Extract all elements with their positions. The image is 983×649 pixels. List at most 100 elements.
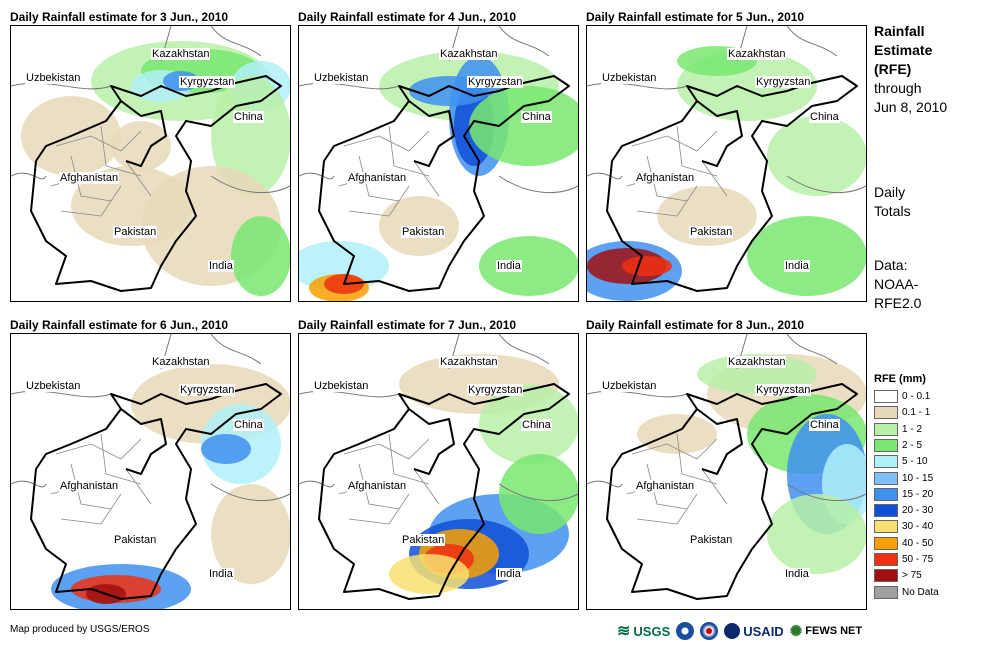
country-label-pakistan: Pakistan	[113, 226, 158, 238]
map-graphic	[299, 26, 578, 301]
usaid-logo: USAID	[724, 623, 784, 639]
legend-item: 5 - 10	[874, 455, 928, 469]
country-label-uzbekistan: Uzbekistan	[313, 72, 370, 84]
map-graphic	[587, 26, 866, 301]
country-label-uzbekistan: Uzbekistan	[601, 380, 658, 392]
panel-title: Daily Rainfall estimate for 6 Jun., 2010	[10, 318, 229, 332]
legend-label: 0.1 - 1	[902, 407, 931, 419]
usgs-logo: ≋ USGS	[617, 621, 670, 641]
daily-line2: Totals	[874, 203, 911, 219]
legend-label: 40 - 50	[902, 537, 934, 549]
rainfall-area	[767, 116, 866, 196]
legend-swatch	[874, 390, 898, 403]
country-label-kazakhstan: Kazakhstan	[439, 356, 499, 368]
country-label-india: India	[496, 260, 522, 272]
country-label-china: China	[521, 111, 552, 123]
map-panel-jun6: Daily Rainfall estimate for 6 Jun., 2010…	[10, 317, 300, 610]
map-panel-jun8: Daily Rainfall estimate for 8 Jun., 2010…	[586, 317, 876, 610]
country-label-afghanistan: Afghanistan	[59, 480, 120, 492]
data-line1: Data:	[874, 257, 908, 273]
rainfall-area	[469, 86, 578, 166]
rainfall-area	[499, 454, 578, 534]
country-label-kyrgyzstan: Kyrgyzstan	[179, 384, 236, 396]
fews-logo: ✺ FEWS NET	[790, 622, 862, 640]
legend-item: 10 - 15	[874, 471, 934, 485]
data-line2: NOAA-	[874, 276, 919, 292]
legend-swatch	[874, 504, 898, 518]
legend-title: RFE (mm)	[874, 373, 926, 385]
country-label-uzbekistan: Uzbekistan	[313, 380, 370, 392]
through-text: through	[874, 80, 922, 96]
panel-title: Daily Rainfall estimate for 7 Jun., 2010	[298, 318, 517, 332]
legend-swatch	[874, 536, 898, 550]
country-label-china: China	[809, 419, 840, 431]
panel-title: Daily Rainfall estimate for 3 Jun., 2010	[10, 10, 229, 24]
country-label-pakistan: Pakistan	[401, 534, 446, 546]
map-graphic	[11, 334, 290, 609]
title-line2: Estimate	[874, 42, 933, 58]
map-panel-jun7: Daily Rainfall estimate for 7 Jun., 2010…	[298, 317, 588, 610]
focus-region-boundary	[606, 75, 858, 292]
country-label-china: China	[521, 419, 552, 431]
country-label-india: India	[208, 260, 234, 272]
legend-item: > 75	[874, 569, 922, 583]
country-label-kazakhstan: Kazakhstan	[439, 48, 499, 60]
country-label-kazakhstan: Kazakhstan	[727, 356, 787, 368]
legend-label: No Data	[902, 586, 939, 598]
country-label-kyrgyzstan: Kyrgyzstan	[755, 76, 812, 88]
legend-label: 10 - 15	[902, 472, 934, 484]
rainfall-area	[211, 76, 290, 196]
map-graphic	[11, 26, 290, 296]
legend-item: No Data	[874, 585, 939, 599]
legend-item: 2 - 5	[874, 438, 923, 452]
country-label-china: China	[233, 419, 264, 431]
legend-label: 5 - 10	[902, 456, 928, 468]
focus-region-boundary	[318, 383, 570, 600]
usgs-text: USGS	[633, 623, 671, 639]
rainfall-area	[747, 216, 866, 296]
legend-swatch	[874, 455, 898, 469]
rainfall-map: Kazakhstan Uzbekistan Kyrgyzstan China Afgha…	[586, 333, 867, 610]
panel-title: Daily Rainfall estimate for 4 Jun., 2010	[298, 10, 517, 24]
focus-region-boundary	[30, 383, 282, 600]
legend-swatch	[874, 471, 898, 485]
rainfall-area	[231, 216, 290, 296]
country-label-afghanistan: Afghanistan	[59, 172, 120, 184]
legend-item: 1 - 2	[874, 422, 922, 436]
legend-item: 50 - 75	[874, 553, 933, 566]
rainfall-map: Kazakhstan Uzbekistan Kyrgyzstan China Afgha…	[298, 25, 579, 302]
country-label-pakistan: Pakistan	[113, 534, 158, 546]
map-graphic	[299, 334, 578, 600]
rainfall-area	[111, 121, 171, 171]
country-label-india: India	[784, 568, 810, 580]
country-label-afghanistan: Afghanistan	[635, 172, 696, 184]
country-label-kyrgyzstan: Kyrgyzstan	[179, 76, 236, 88]
rainfall-map: Kazakhstan Uzbekistan Kyrgyzstan China Afgha…	[10, 333, 291, 610]
country-label-india: India	[496, 568, 522, 580]
legend-swatch	[874, 520, 898, 534]
legend-item: 30 - 40	[874, 520, 933, 534]
province-boundaries	[50, 433, 152, 525]
country-label-afghanistan: Afghanistan	[635, 480, 696, 492]
fews-text: FEWS NET	[805, 625, 863, 637]
country-label-uzbekistan: Uzbekistan	[601, 72, 658, 84]
map-panel-jun4: Daily Rainfall estimate for 4 Jun., 2010…	[298, 9, 588, 302]
rainfall-map: Kazakhstan Uzbekistan Kyrgyzstan China Afgha…	[10, 25, 291, 302]
map-panel-jun5: Daily Rainfall estimate for 5 Jun., 2010…	[586, 9, 876, 302]
nws-icon	[700, 622, 719, 640]
usaid-text: USAID	[743, 623, 784, 639]
country-label-china: China	[809, 111, 840, 123]
noaa-icon	[676, 622, 695, 640]
legend-item: 40 - 50	[874, 536, 934, 550]
legend-label: 2 - 5	[902, 440, 923, 452]
country-label-uzbekistan: Uzbekistan	[25, 380, 82, 392]
legend-swatch	[874, 585, 898, 599]
legend-swatch	[874, 438, 898, 452]
rainfall-map: Kazakhstan Uzbekistan Kyrgyzstan China Afgha…	[586, 25, 867, 302]
country-label-pakistan: Pakistan	[401, 226, 446, 238]
country-label-pakistan: Pakistan	[689, 534, 734, 546]
map-panel-jun3: Daily Rainfall estimate for 3 Jun., 2010…	[10, 9, 300, 302]
rainfall-area	[479, 236, 578, 296]
country-label-india: India	[784, 260, 810, 272]
legend-label: 50 - 75	[902, 554, 934, 566]
